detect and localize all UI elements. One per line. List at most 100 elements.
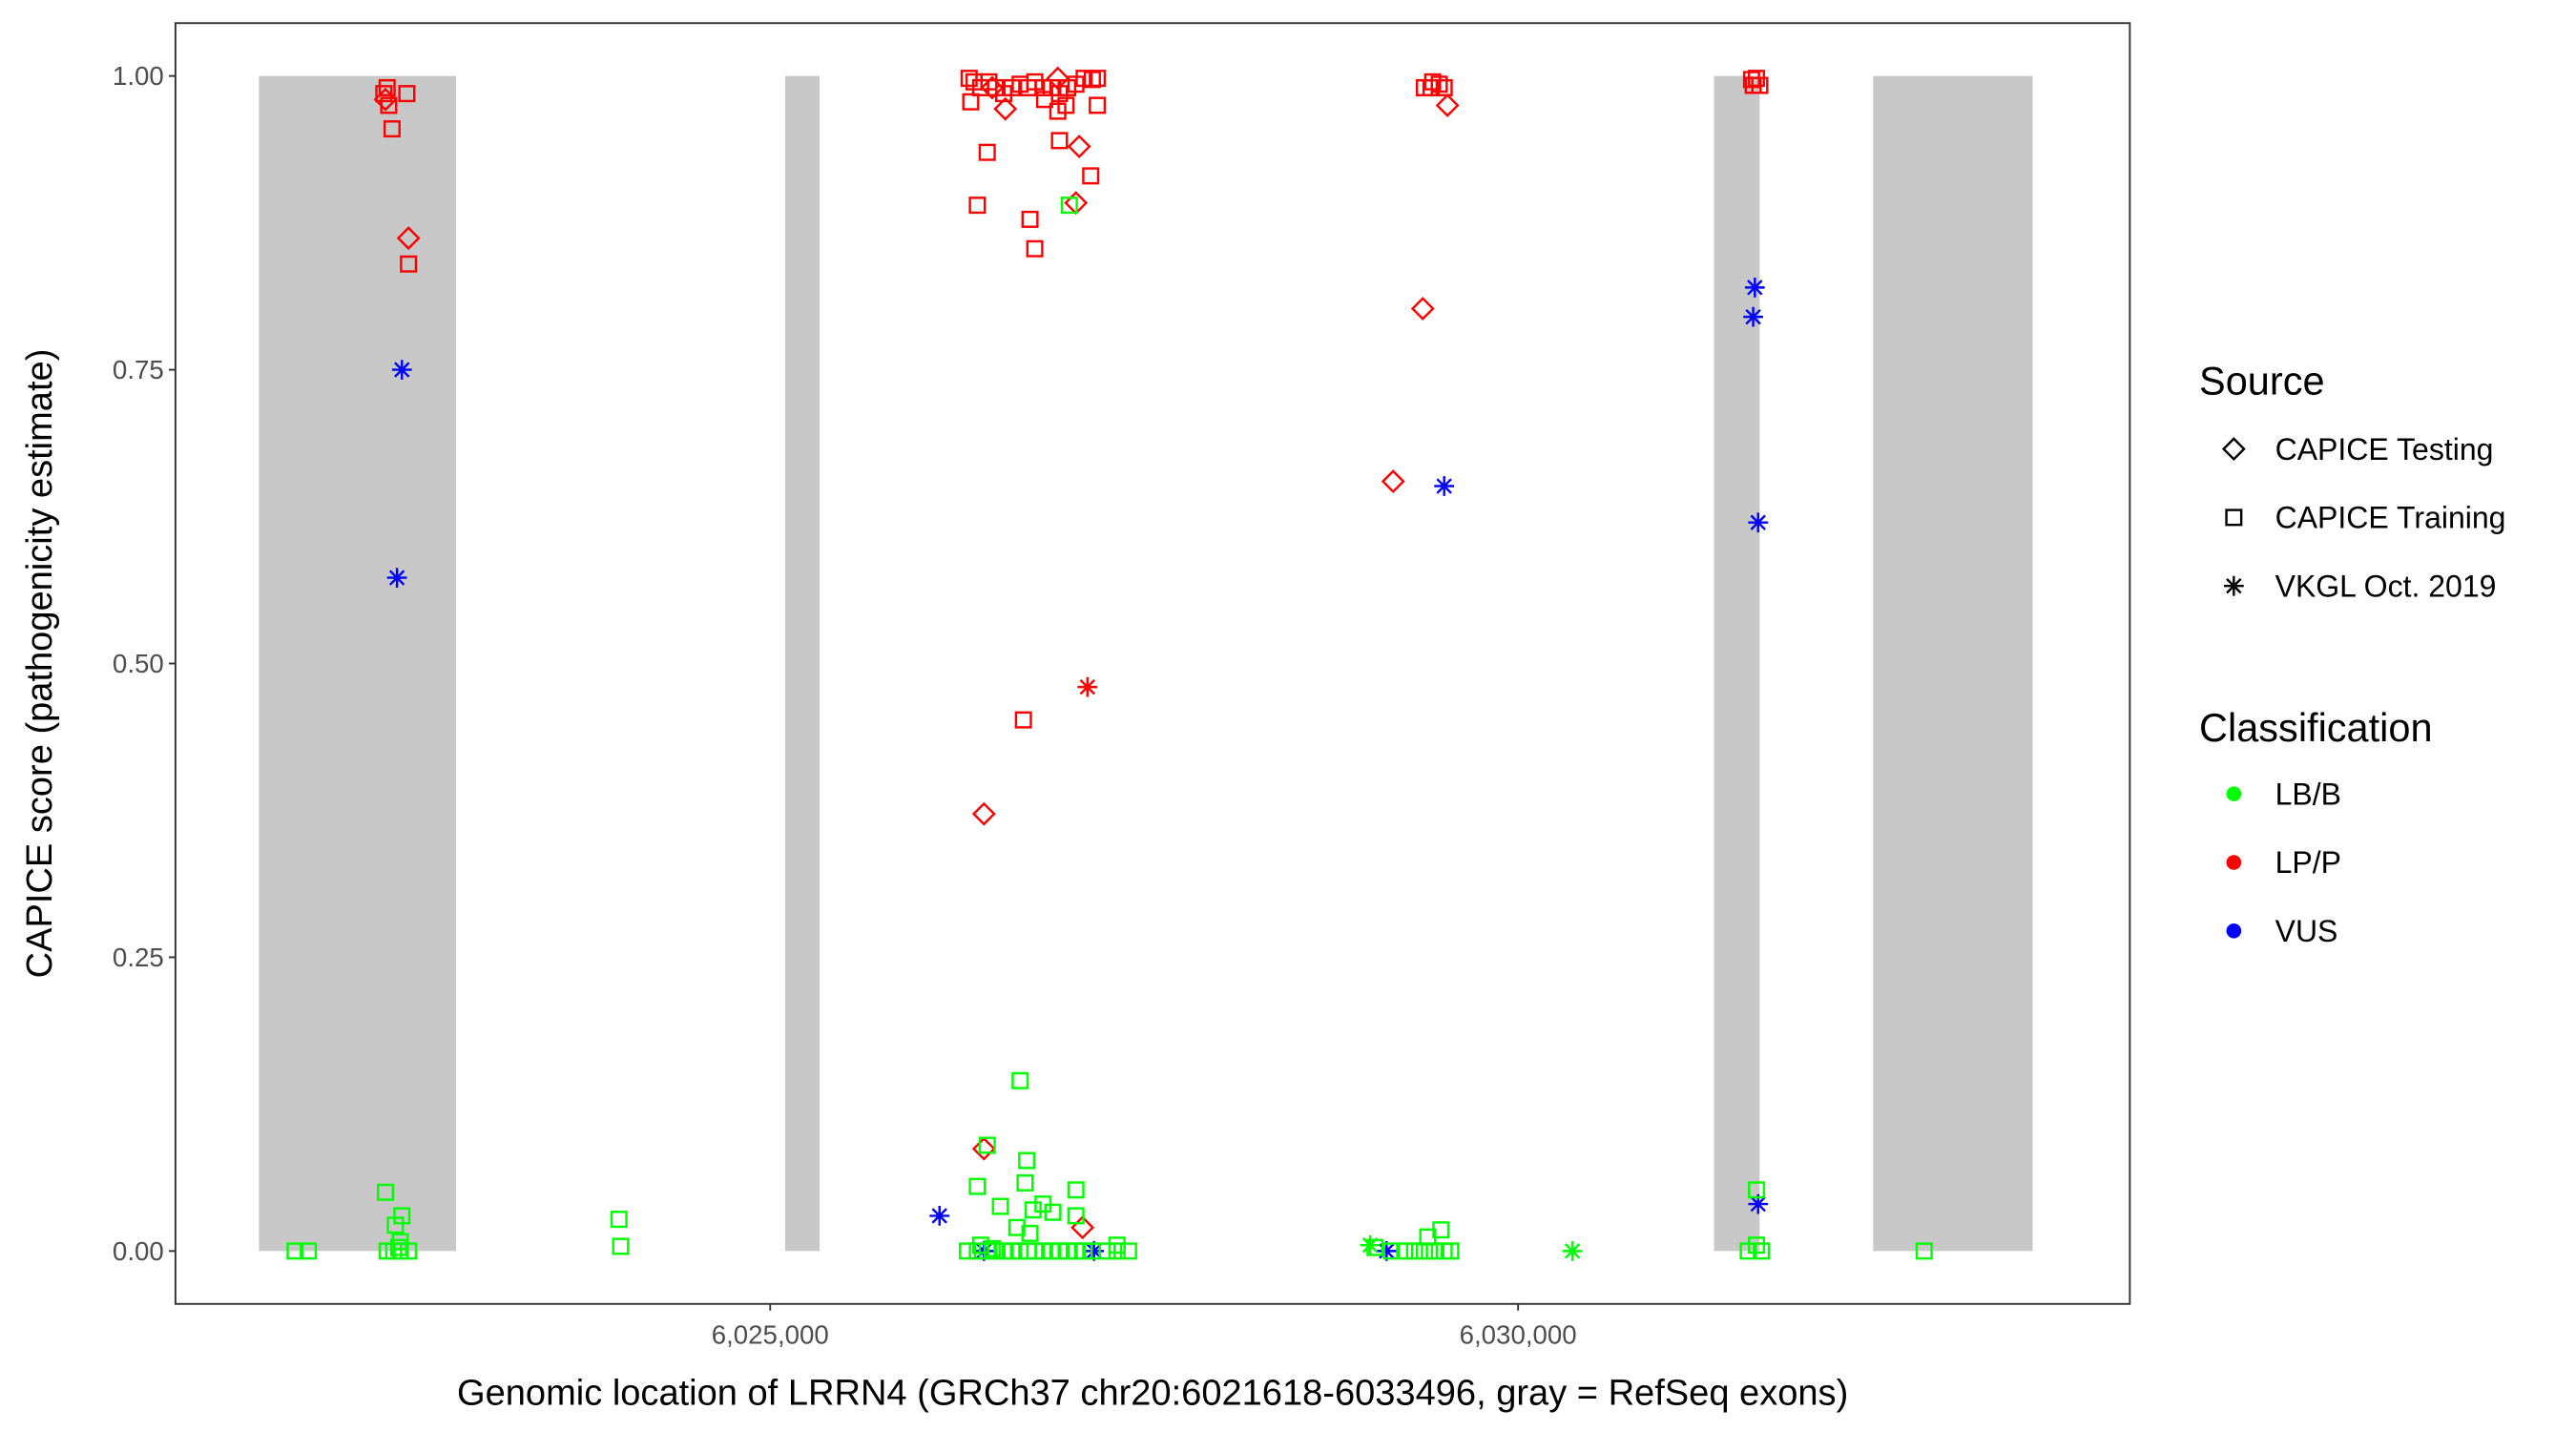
legend-source-label: CAPICE Training — [2275, 501, 2506, 535]
data-point-training-lpp — [968, 197, 987, 215]
data-point-training-lbb — [1098, 1242, 1116, 1260]
data-point-training-lbb — [1044, 1203, 1062, 1221]
data-point-training-lbb — [1108, 1242, 1126, 1260]
data-point-training-lbb — [1011, 1071, 1029, 1089]
data-point-training-lbb — [1008, 1218, 1026, 1236]
data-point-training-lbb — [978, 1136, 996, 1154]
legend-classification-key — [2226, 855, 2242, 870]
data-point-vkgl-lbb — [1360, 1234, 1381, 1255]
legend-source-label: VKGL Oct. 2019 — [2275, 569, 2497, 603]
data-point-training-lbb — [300, 1242, 318, 1260]
data-point-training-lpp — [1021, 210, 1039, 228]
data-point-training-lbb — [386, 1216, 405, 1234]
data-point-training-lpp — [960, 70, 978, 88]
data-point-training-lbb — [610, 1211, 628, 1229]
data-point-training-lbb — [1748, 1236, 1766, 1255]
y-axis-title: CAPICE score (pathogenicity estimate) — [20, 349, 60, 979]
data-point-vkgl-vus — [391, 360, 412, 380]
data-point-testing-lpp — [373, 87, 398, 112]
x-axis: 6,025,000 6,030,000 — [712, 1303, 1577, 1349]
data-point-training-lpp — [1035, 91, 1053, 109]
data-point-vkgl-lpp — [1077, 676, 1098, 697]
data-point-testing-lpp — [1435, 93, 1460, 117]
data-point-training-lbb — [1748, 1181, 1766, 1199]
data-point-training-lpp — [383, 120, 401, 138]
data-point-training-lbb — [1016, 1173, 1034, 1192]
data-point-training-lbb — [1396, 1242, 1414, 1260]
data-points — [286, 66, 1933, 1261]
data-point-training-lpp — [1089, 96, 1107, 114]
legend-classification-title: Classification — [2199, 705, 2433, 750]
legend-source-key-testing — [2221, 437, 2246, 462]
data-point-training-lbb — [1018, 1151, 1036, 1170]
exon-band-3 — [1714, 75, 1760, 1252]
data-point-testing-lpp — [1381, 469, 1405, 494]
data-point-training-lbb — [1060, 197, 1078, 215]
y-axis: 0.00 0.25 0.50 0.75 1.00 — [113, 61, 176, 1266]
data-point-training-lbb — [1067, 1181, 1085, 1199]
exon-band-2 — [784, 75, 820, 1252]
data-point-vkgl-vus — [1748, 1193, 1769, 1214]
data-point-training-lpp — [1422, 78, 1440, 96]
data-point-training-lpp — [1050, 132, 1069, 150]
legend-classification-label: LP/P — [2275, 845, 2341, 880]
data-point-training-lpp — [398, 85, 416, 103]
exon-band-4 — [1873, 75, 2033, 1252]
data-point-vkgl-vus — [929, 1206, 950, 1226]
data-point-training-lbb — [991, 1197, 1009, 1215]
data-point-training-lbb — [1415, 1242, 1433, 1260]
data-point-testing-lpp — [1046, 66, 1070, 91]
data-point-testing-lpp — [971, 801, 996, 826]
data-point-testing-lpp — [971, 1136, 996, 1161]
y-tick-label: 0.75 — [113, 355, 164, 384]
data-point-training-lpp — [1026, 239, 1044, 258]
y-tick-label: 0.00 — [113, 1236, 164, 1266]
data-point-testing-lpp — [1410, 297, 1435, 321]
y-tick-label: 0.50 — [113, 649, 164, 678]
y-tick-label: 0.25 — [113, 943, 164, 972]
data-point-training-lpp — [378, 78, 396, 96]
data-point-training-lbb — [1442, 1242, 1460, 1260]
x-axis-title: Genomic location of LRRN4 (GRCh37 chr20:… — [457, 1373, 1848, 1413]
data-point-vkgl-vus — [1744, 277, 1765, 298]
data-point-training-lbb — [1382, 1242, 1401, 1260]
data-point-testing-lpp — [980, 75, 1005, 100]
data-point-vkgl-vus — [386, 568, 407, 588]
data-point-training-lpp — [962, 93, 980, 111]
x-tick-label: 6,025,000 — [712, 1319, 829, 1349]
legend-source-key-vkgl — [2223, 575, 2244, 596]
data-point-training-lbb — [1425, 1242, 1444, 1260]
legend-classification-key — [2226, 923, 2242, 939]
legend-source-label: CAPICE Testing — [2275, 432, 2494, 467]
legend-source-key-training — [2225, 508, 2243, 527]
legend-classification-label: VUS — [2275, 914, 2338, 948]
data-point-training-lbb — [612, 1237, 630, 1255]
data-point-vkgl-lbb — [1562, 1240, 1583, 1261]
data-point-training-lbb — [1119, 1242, 1137, 1260]
x-tick-label: 6,030,000 — [1460, 1319, 1577, 1349]
data-point-training-lbb — [968, 1242, 987, 1260]
data-point-testing-lpp — [993, 96, 1018, 121]
data-point-testing-lpp — [396, 226, 421, 251]
data-point-training-lpp — [1083, 71, 1101, 89]
data-point-training-lbb — [1366, 1238, 1384, 1256]
data-point-training-lbb — [1915, 1242, 1933, 1260]
data-point-training-lbb — [1067, 1207, 1085, 1225]
legend: Source CAPICE Testing CAPICE Training VKGL… — [2199, 358, 2505, 948]
data-point-training-lpp — [1435, 78, 1453, 96]
data-point-training-lpp — [1049, 102, 1067, 120]
data-point-vkgl-vus — [1376, 1240, 1397, 1261]
data-point-training-lbb — [286, 1242, 304, 1260]
data-point-training-lbb — [959, 1242, 977, 1260]
data-point-vkgl-vus — [1743, 306, 1763, 327]
data-point-training-lpp — [400, 255, 418, 273]
data-point-training-lbb — [1024, 1201, 1042, 1219]
exon-band-1 — [259, 75, 457, 1252]
data-point-testing-lpp — [1067, 135, 1091, 158]
data-point-training-lbb — [400, 1242, 418, 1260]
data-point-training-lpp — [1751, 76, 1769, 94]
data-point-vkgl-vus — [1434, 476, 1455, 496]
data-point-training-lbb — [1405, 1242, 1423, 1260]
exon-bands — [259, 75, 2033, 1252]
